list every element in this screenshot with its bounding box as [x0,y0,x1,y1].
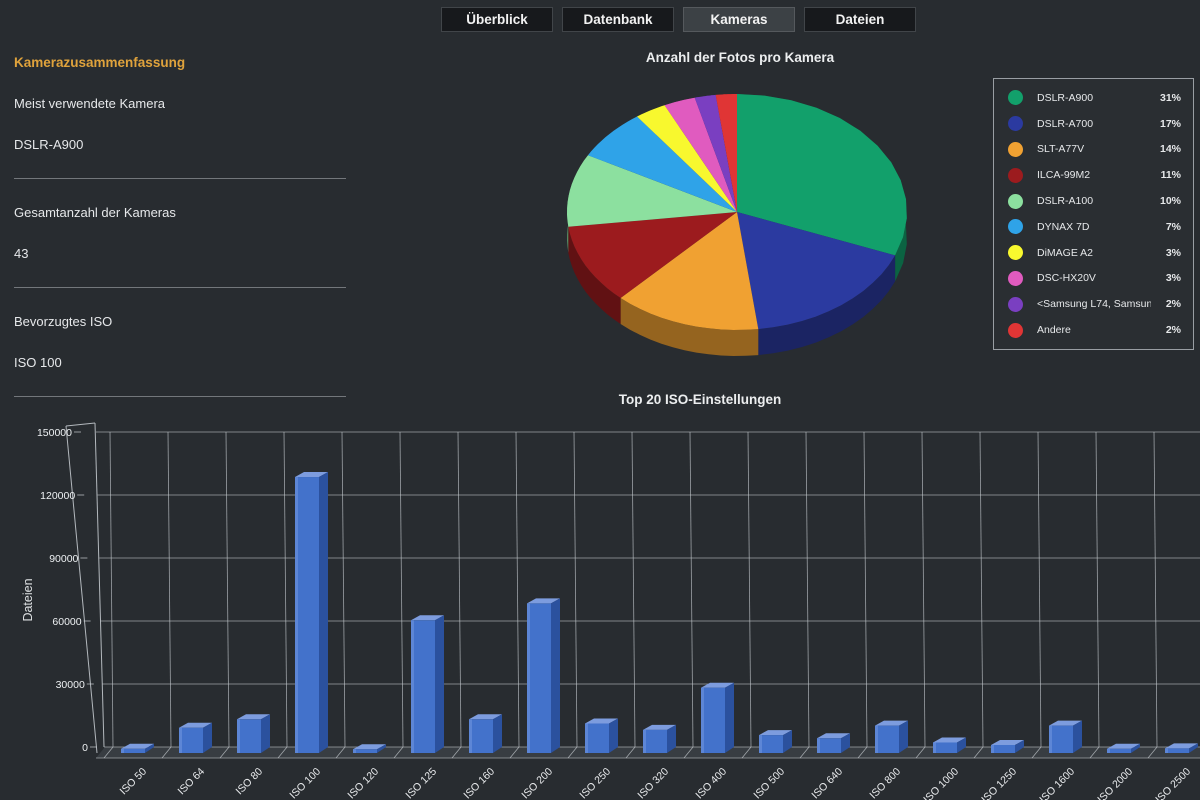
pie-chart [567,94,907,356]
svg-text:ISO 100: ISO 100 [287,766,323,800]
legend-color-dot [1008,270,1023,286]
svg-text:ISO 640: ISO 640 [809,766,845,800]
pie-legend: DSLR-A900 31% DSLR-A700 17% SLT-A77V 14% ILCA-… [993,78,1194,350]
svg-text:ISO 1000: ISO 1000 [921,766,961,800]
divider [14,178,346,179]
pie-chart-title: Anzahl der Fotos pro Kamera [645,50,835,65]
svg-text:ISO 400: ISO 400 [693,766,729,800]
legend-color-dot [1008,116,1023,132]
svg-text:150000: 150000 [37,427,72,439]
svg-text:ISO 1600: ISO 1600 [1037,766,1077,800]
svg-text:ISO 80: ISO 80 [234,766,266,798]
legend-label: DSC-HX20V [1037,272,1096,285]
legend-item: SLT-A77V 14% [1008,137,1181,162]
iso-bar-chart: 0 30000 60000 90000 120000 150000 Dateien ISO 5… [21,422,1200,800]
svg-text:ISO 200: ISO 200 [519,766,555,800]
legend-percent: 31% [1159,91,1181,104]
legend-percent: 3% [1165,246,1181,259]
legend-item: DSLR-A700 17% [1008,111,1181,136]
legend-label: DSLR-A900 [1037,91,1094,104]
legend-color-dot [1008,90,1023,106]
legend-percent: 14% [1159,143,1181,156]
svg-text:ISO 2000: ISO 2000 [1095,766,1135,800]
stat-value-most-used-camera: DSLR-A900 [14,137,84,152]
legend-percent: 10% [1159,195,1181,208]
legend-item: DSC-HX20V 3% [1008,266,1181,291]
legend-label: <Samsung L74, Samsung VL... [1037,298,1151,311]
svg-text:ISO 320: ISO 320 [635,766,671,800]
tab-bar: Überblick Datenbank Kameras Dateien [441,7,916,32]
bar-chart-title: Top 20 ISO-Einstellungen [618,392,782,407]
legend-item: Andere 2% [1008,318,1181,343]
legend-item: DSLR-A100 10% [1008,189,1181,214]
svg-text:ISO 250: ISO 250 [577,766,613,800]
svg-text:60000: 60000 [52,616,81,628]
tab-kameras[interactable]: Kameras [683,7,795,32]
camera-summary-panel: Kamerazusammenfassung Meist verwendete K… [14,55,346,397]
legend-color-dot [1008,296,1023,312]
legend-label: DYNAX 7D [1037,220,1090,233]
legend-percent: 7% [1165,220,1181,233]
svg-text:ISO 160: ISO 160 [461,766,497,800]
legend-label: Andere [1037,324,1071,337]
svg-text:ISO 800: ISO 800 [867,766,903,800]
svg-text:Dateien: Dateien [21,578,35,621]
stat-value-total-cameras: 43 [14,246,29,261]
legend-label: SLT-A77V [1037,143,1085,156]
legend-percent: 2% [1165,324,1181,337]
legend-item: <Samsung L74, Samsung VL... 2% [1008,292,1181,317]
legend-label: DSLR-A100 [1037,195,1094,208]
legend-color-dot [1008,245,1023,261]
svg-text:ISO 50: ISO 50 [118,766,150,798]
legend-item: DSLR-A900 31% [1008,85,1181,110]
svg-text:ISO 125: ISO 125 [403,766,439,800]
svg-text:ISO 1250: ISO 1250 [979,766,1019,800]
stat-label-most-used-camera: Meist verwendete Kamera [14,96,166,111]
stat-label-preferred-iso: Bevorzugtes ISO [14,314,113,329]
legend-color-dot [1008,193,1023,209]
svg-text:120000: 120000 [40,490,75,502]
legend-color-dot [1008,141,1023,157]
svg-text:ISO 500: ISO 500 [751,766,787,800]
legend-color-dot [1008,167,1023,183]
svg-text:90000: 90000 [49,553,78,565]
tab-datenbank[interactable]: Datenbank [562,7,674,32]
svg-text:ISO 64: ISO 64 [176,766,208,798]
legend-percent: 3% [1165,272,1181,285]
legend-color-dot [1008,219,1023,235]
legend-label: DSLR-A700 [1037,117,1094,130]
divider [14,287,346,288]
legend-percent: 11% [1160,169,1181,182]
svg-text:ISO 2500: ISO 2500 [1153,766,1193,800]
legend-item: DYNAX 7D 7% [1008,214,1181,239]
legend-item: ILCA-99M2 11% [1008,163,1181,188]
legend-color-dot [1008,322,1023,338]
svg-text:ISO 120: ISO 120 [345,766,381,800]
divider [14,396,346,397]
legend-item: DiMAGE A2 3% [1008,240,1181,265]
legend-label: ILCA-99M2 [1037,169,1091,182]
tab-dateien[interactable]: Dateien [804,7,916,32]
panel-title: Kamerazusammenfassung [14,55,186,70]
tab-ueberblick[interactable]: Überblick [441,7,553,32]
stat-label-total-cameras: Gesamtanzahl der Kameras [14,205,176,220]
svg-text:0: 0 [82,742,88,754]
legend-percent: 2% [1165,298,1181,311]
stat-value-preferred-iso: ISO 100 [14,355,62,370]
legend-percent: 17% [1159,117,1181,130]
legend-label: DiMAGE A2 [1037,246,1094,259]
svg-text:30000: 30000 [56,679,85,691]
